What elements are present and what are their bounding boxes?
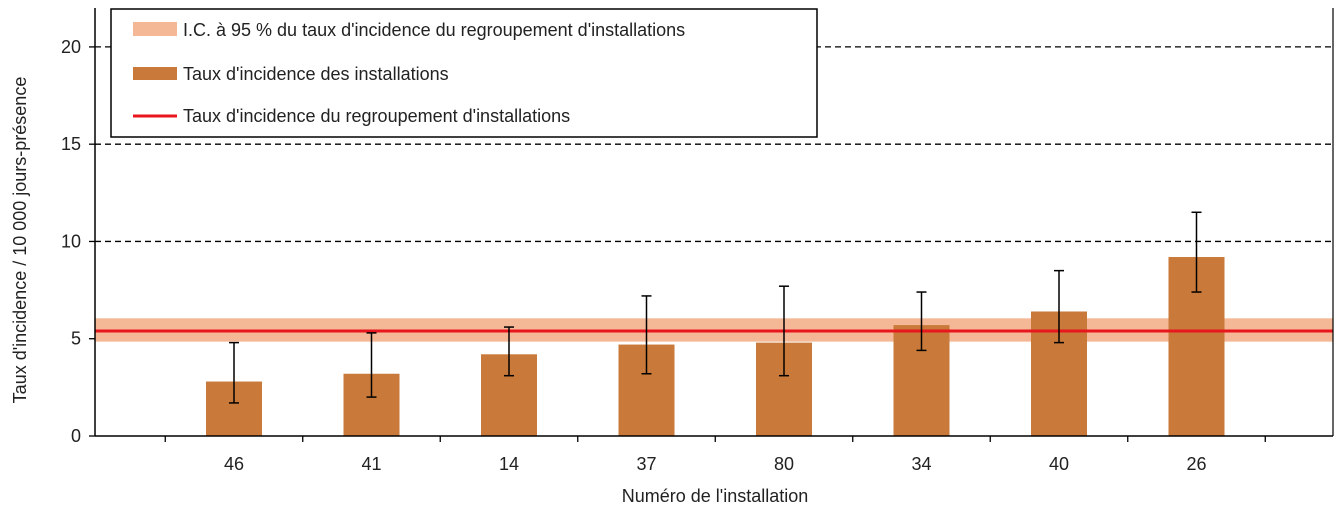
x-tick-label: 34 <box>911 454 931 474</box>
y-tick-label: 15 <box>61 134 81 154</box>
x-axis-title: Numéro de l'installation <box>622 486 809 506</box>
legend-box <box>110 8 818 138</box>
x-tick-label: 37 <box>636 454 656 474</box>
legend: I.C. à 95 % du taux d'incidence du regro… <box>110 8 818 138</box>
x-tick-label: 41 <box>361 454 381 474</box>
x-tick-label: 46 <box>224 454 244 474</box>
x-tick-label: 14 <box>499 454 519 474</box>
x-tick-label: 40 <box>1049 454 1069 474</box>
legend-entry-label: Taux d'incidence des installations <box>183 64 449 84</box>
error-bar <box>1054 269 1064 344</box>
legend-ci-swatch <box>133 22 177 36</box>
error-bar <box>916 291 927 352</box>
legend-entry-label: Taux d'incidence du regroupement d'insta… <box>183 106 570 126</box>
bars-layer <box>206 257 1225 436</box>
x-tick-label: 80 <box>774 454 794 474</box>
y-tick-label: 5 <box>71 329 81 349</box>
y-tick-label: 10 <box>61 231 81 251</box>
grid-lines <box>95 46 1333 243</box>
axes: 0 5 10 15 20 46 41 14 37 80 34 40 26 <box>61 8 1334 474</box>
error-bar <box>641 295 652 375</box>
error-bar <box>229 341 239 404</box>
y-tick-label: 0 <box>71 426 81 446</box>
y-tick-label: 20 <box>61 37 81 57</box>
error-bar <box>366 332 377 398</box>
y-axis-title: Taux d'incidence / 10 000 jours-présence <box>10 77 30 404</box>
error-bar <box>779 285 789 377</box>
legend-bar-swatch <box>133 67 177 80</box>
x-tick-label: 26 <box>1186 454 1206 474</box>
error-bars-layer <box>229 211 1202 404</box>
error-bar <box>1191 211 1202 293</box>
legend-entry-label: I.C. à 95 % du taux d'incidence du regro… <box>183 20 685 40</box>
error-bar <box>504 326 514 377</box>
